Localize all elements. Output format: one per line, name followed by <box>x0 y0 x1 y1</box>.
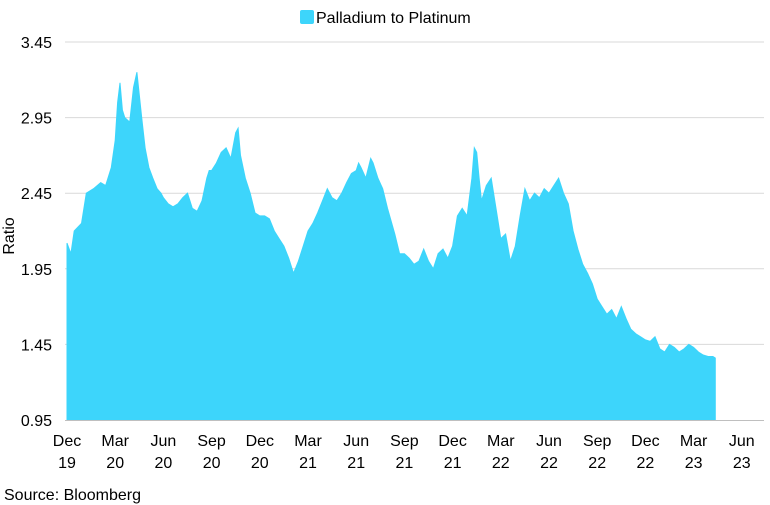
x-tick-label-month: Sep <box>390 433 419 450</box>
y-tick-label: 1.95 <box>21 262 52 279</box>
x-tick-label-month: Jun <box>343 433 369 450</box>
x-tick-label-year: 20 <box>106 455 124 472</box>
x-tick-label-year: 20 <box>155 455 173 472</box>
y-axis-label: Ratio <box>1 217 18 254</box>
x-tick-label-year: 21 <box>396 455 414 472</box>
x-tick-label-month: Mar <box>487 433 515 450</box>
x-tick-label-year: 23 <box>733 455 751 472</box>
x-tick-label-month: Mar <box>101 433 129 450</box>
x-tick-label-year: 21 <box>444 455 462 472</box>
x-tick-label-month: Mar <box>680 433 708 450</box>
x-tick-label-year: 22 <box>540 455 558 472</box>
x-tick-label-month: Jun <box>536 433 562 450</box>
x-tick-label-year: 19 <box>58 455 76 472</box>
x-tick-label-month: Dec <box>631 433 659 450</box>
source-note: Source: Bloomberg <box>4 487 141 504</box>
x-tick-label-year: 21 <box>347 455 365 472</box>
x-tick-label-month: Mar <box>294 433 322 450</box>
y-tick-label: 2.95 <box>21 111 52 128</box>
area-series-palladium-to-platinum <box>66 72 716 421</box>
x-tick-label-month: Sep <box>197 433 226 450</box>
x-tick-label-month: Dec <box>438 433 466 450</box>
y-tick-label: 1.45 <box>21 337 52 354</box>
x-tick-label-year: 22 <box>637 455 655 472</box>
x-tick-label-month: Jun <box>729 433 755 450</box>
x-tick-label-year: 20 <box>203 455 221 472</box>
x-tick-label-month: Sep <box>583 433 612 450</box>
legend: Palladium to Platinum <box>300 10 471 27</box>
y-tick-label: 0.95 <box>21 413 52 430</box>
x-tick-label-month: Dec <box>246 433 274 450</box>
y-tick-label: 2.45 <box>21 186 52 203</box>
x-tick-label-month: Jun <box>151 433 177 450</box>
x-tick-label-year: 22 <box>588 455 606 472</box>
x-tick-label-year: 22 <box>492 455 510 472</box>
x-tick-label-month: Dec <box>53 433 81 450</box>
y-axis-ticks: 3.45 2.95 2.45 1.95 1.45 0.95 <box>21 35 52 430</box>
legend-label: Palladium to Platinum <box>316 10 471 27</box>
x-tick-label-year: 21 <box>299 455 317 472</box>
y-tick-label: 3.45 <box>21 35 52 52</box>
x-tick-label-year: 23 <box>685 455 703 472</box>
legend-swatch <box>300 10 314 24</box>
x-axis-ticks: Dec 19 Mar 20 Jun 20 Sep 20 Dec 20 Mar 21 Jun 21 Sep 21… <box>53 433 755 472</box>
x-tick-label-year: 20 <box>251 455 269 472</box>
